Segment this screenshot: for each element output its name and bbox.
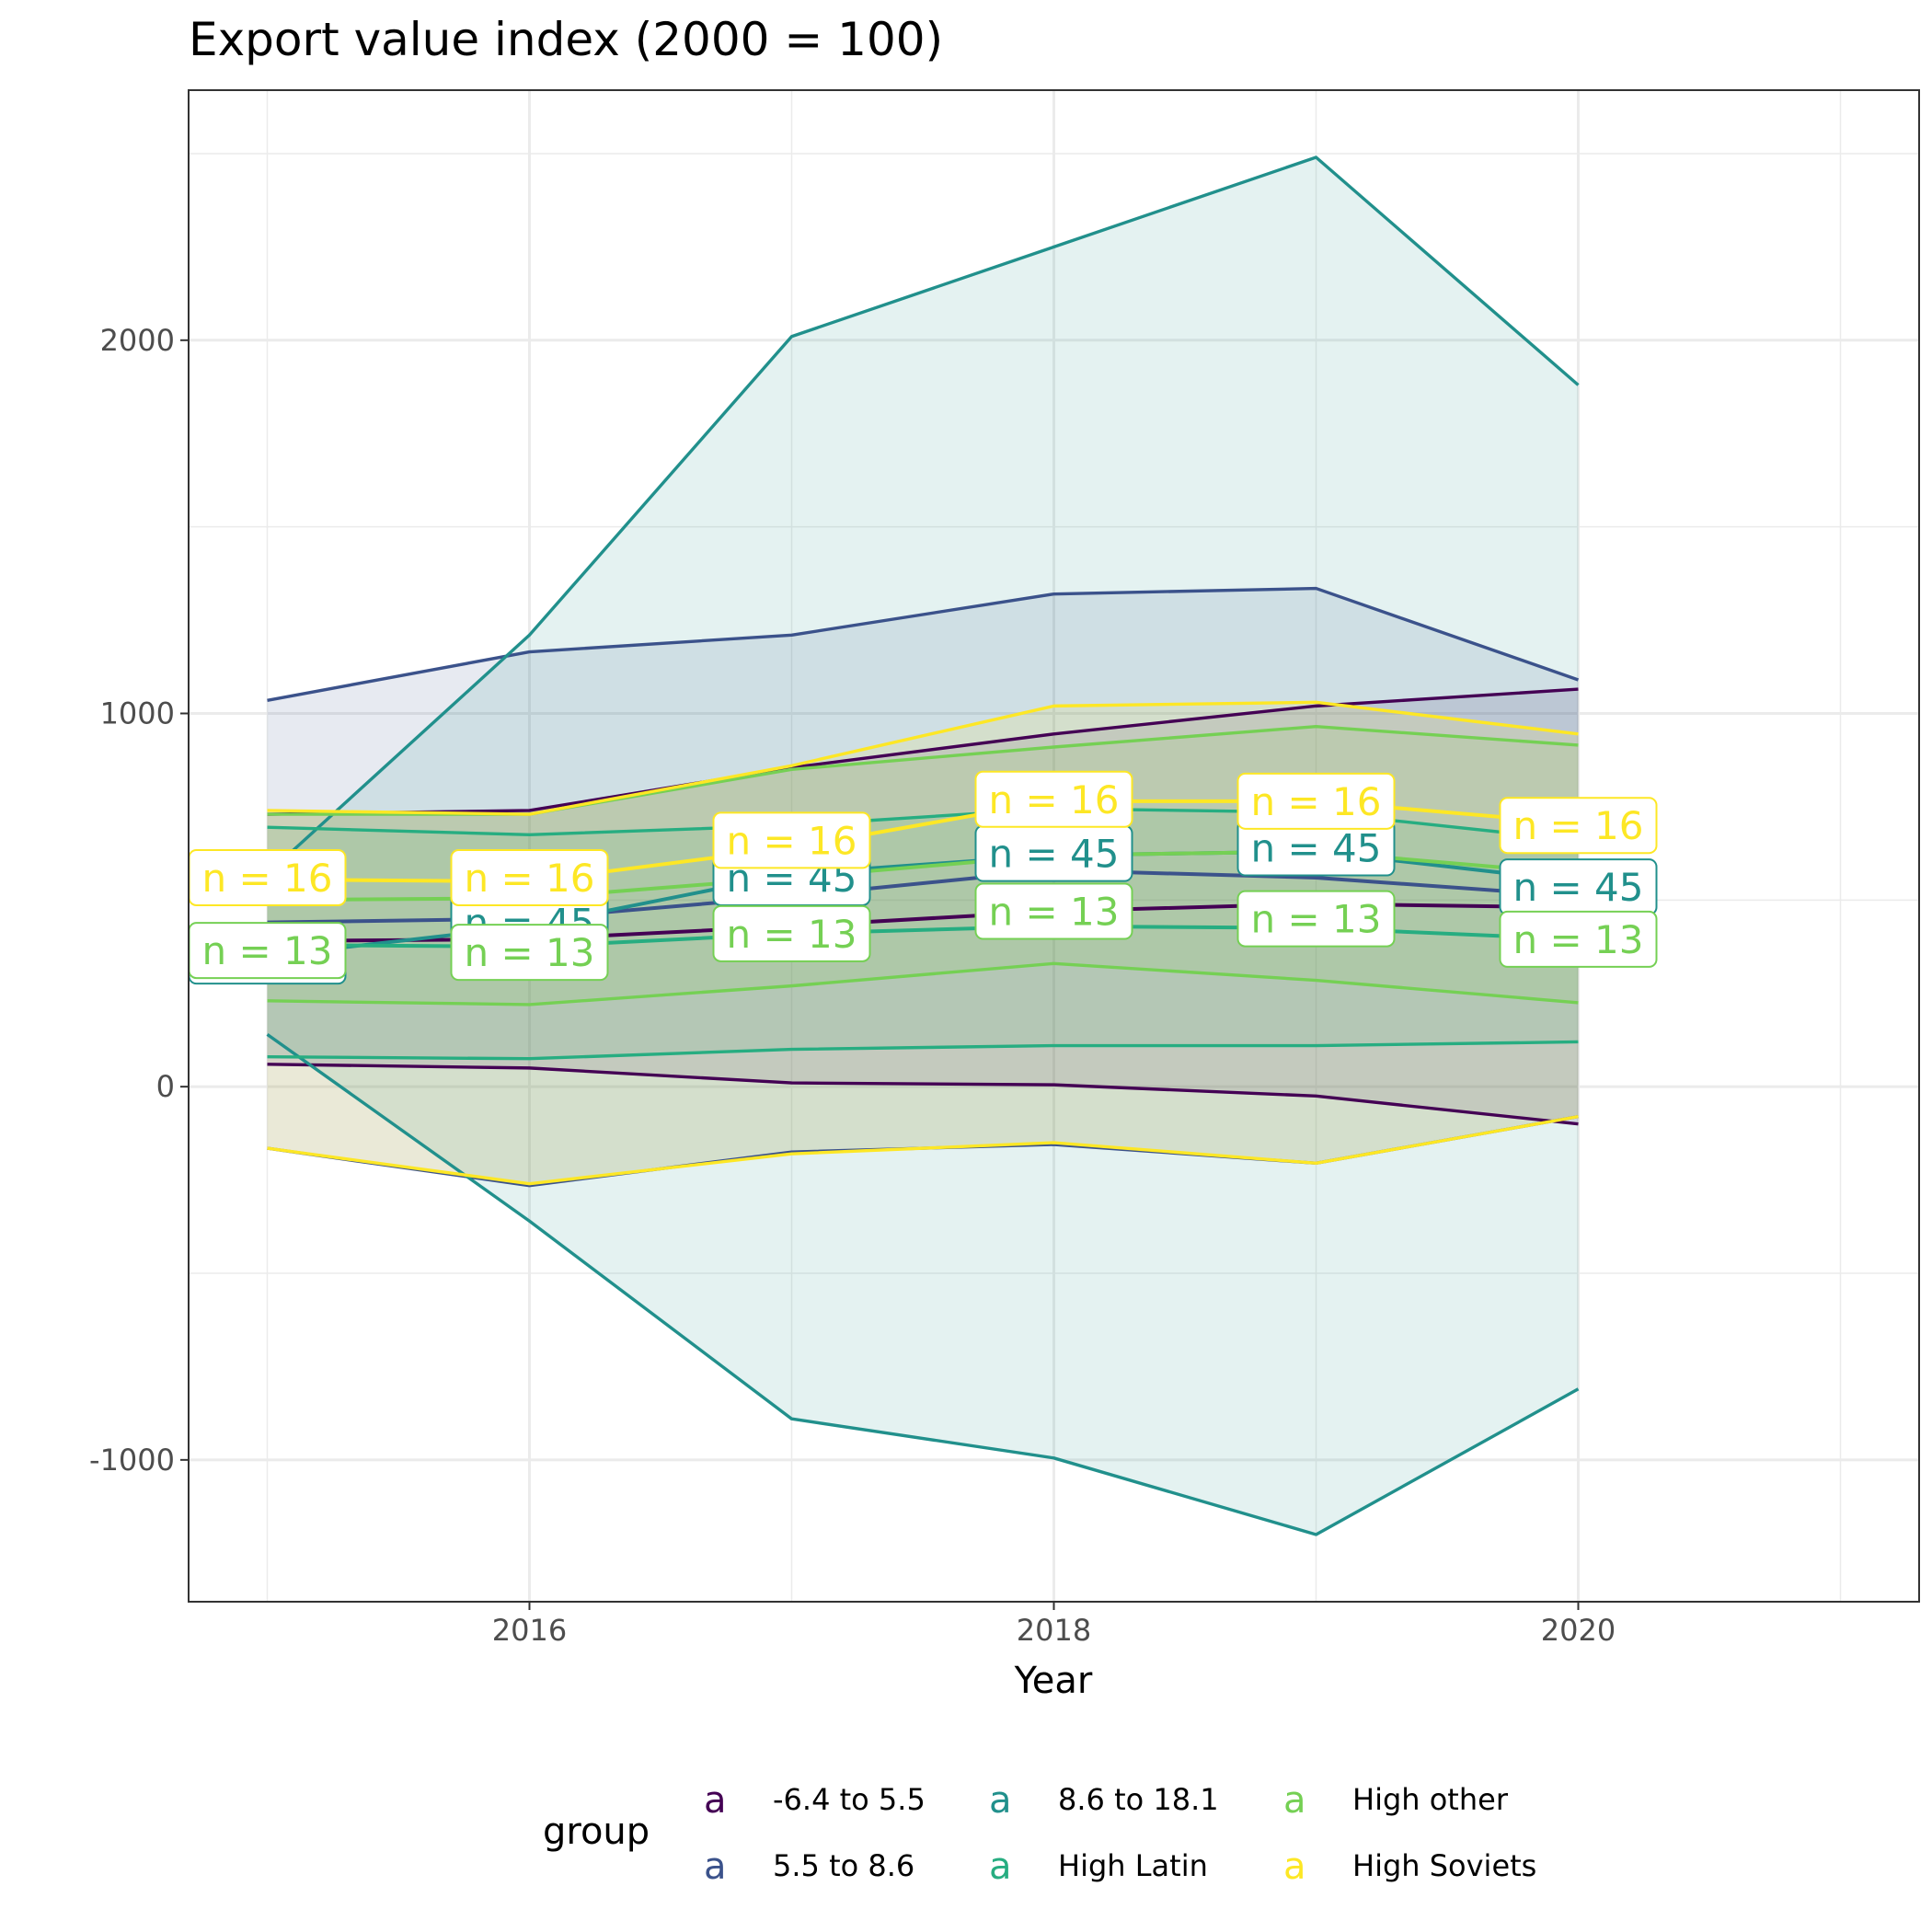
band-area bbox=[267, 157, 1579, 1535]
series-lower-line bbox=[266, 1032, 1580, 1536]
legend-label: 8.6 to 18.1 bbox=[1058, 1782, 1219, 1817]
n-label: n = 13 bbox=[188, 922, 347, 980]
n-label-box bbox=[1236, 890, 1396, 948]
legend-item: a High Soviets bbox=[1283, 1846, 1536, 1888]
n-label-box bbox=[1236, 772, 1396, 830]
legend-key-glyph: a bbox=[704, 1779, 727, 1822]
n-label-box bbox=[974, 770, 1133, 828]
series-lower-line bbox=[267, 1063, 1579, 1126]
y-tick-label: 1000 bbox=[100, 696, 175, 730]
n-label-text: n = 16 bbox=[1513, 803, 1644, 848]
legend-key-glyph: a bbox=[1283, 1846, 1306, 1888]
series-lower-line bbox=[267, 1040, 1579, 1061]
n-label-text: n = 16 bbox=[1251, 779, 1382, 824]
legend-item: a -6.4 to 5.5 bbox=[704, 1779, 926, 1822]
series-upper-line bbox=[267, 687, 1579, 816]
n-label: n = 13 bbox=[1236, 890, 1396, 948]
n-label-text: n = 45 bbox=[1513, 865, 1644, 910]
legend-label: High Soviets bbox=[1352, 1848, 1536, 1883]
y-tick-label: -1000 bbox=[89, 1443, 175, 1478]
n-label-text: n = 45 bbox=[989, 832, 1120, 877]
legend-item: a 8.6 to 18.1 bbox=[989, 1779, 1219, 1822]
y-axis: -1000 0 1000 2000 bbox=[89, 323, 189, 1478]
legend-key-glyph: a bbox=[1283, 1779, 1306, 1822]
legend-item: a High other bbox=[1283, 1779, 1509, 1822]
series-lower-line bbox=[267, 1114, 1579, 1186]
n-label-box bbox=[1499, 797, 1658, 855]
y-tick-label: 2000 bbox=[100, 323, 175, 358]
y-tick-label: 0 bbox=[156, 1069, 175, 1104]
n-label: n = 13 bbox=[450, 924, 609, 982]
x-tick-label: 2016 bbox=[492, 1613, 567, 1648]
n-label: n = 16 bbox=[188, 848, 347, 906]
n-label: n = 13 bbox=[974, 882, 1133, 940]
n-label-text: n = 45 bbox=[1251, 826, 1382, 871]
legend-label: High Latin bbox=[1058, 1848, 1208, 1883]
n-label: n = 16 bbox=[1236, 772, 1396, 830]
band-area bbox=[267, 588, 1579, 1186]
n-label: n = 16 bbox=[974, 770, 1133, 828]
n-label-text: n = 16 bbox=[465, 856, 595, 901]
legend-label: High other bbox=[1352, 1782, 1509, 1817]
n-labels: n = 45n = 45n = 45n = 45n = 45n = 45n = … bbox=[188, 770, 1658, 985]
series-lower-line bbox=[267, 961, 1579, 1006]
n-label: n = 13 bbox=[712, 904, 871, 962]
legend-key-glyph: a bbox=[704, 1846, 727, 1888]
legend-label: 5.5 to 8.6 bbox=[773, 1848, 914, 1883]
n-label-text: n = 13 bbox=[1251, 897, 1382, 942]
x-axis: 2016 2018 2020 bbox=[492, 1602, 1616, 1648]
series-upper-line bbox=[267, 700, 1579, 816]
legend-item: a High Latin bbox=[989, 1846, 1208, 1888]
x-axis-title: Year bbox=[1014, 1660, 1093, 1702]
legend-item: a 5.5 to 8.6 bbox=[704, 1846, 914, 1888]
n-label: n = 45 bbox=[1499, 858, 1658, 916]
n-label-text: n = 16 bbox=[727, 818, 857, 863]
n-label-text: n = 13 bbox=[727, 912, 857, 957]
n-label: n = 45 bbox=[974, 824, 1133, 882]
legend-key-glyph: a bbox=[989, 1779, 1012, 1822]
n-label: n = 13 bbox=[1499, 910, 1658, 968]
n-label-box bbox=[450, 924, 609, 982]
legend-label: -6.4 to 5.5 bbox=[773, 1782, 926, 1817]
n-label-box bbox=[450, 848, 609, 906]
n-label-text: n = 13 bbox=[989, 889, 1120, 934]
chart-title: Export value index (2000 = 100) bbox=[189, 13, 943, 66]
x-tick-label: 2018 bbox=[1017, 1613, 1091, 1648]
legend-key-glyph: a bbox=[989, 1846, 1012, 1888]
n-label-text: n = 16 bbox=[202, 856, 333, 901]
n-label-text: n = 13 bbox=[465, 930, 595, 975]
n-label-box bbox=[712, 904, 871, 962]
n-label: n = 16 bbox=[712, 811, 871, 869]
n-label-text: n = 13 bbox=[202, 928, 333, 973]
legend: group a -6.4 to 5.5 a 5.5 to 8.6 a 8.6 to 18.… bbox=[543, 1779, 1536, 1888]
legend-title: group bbox=[543, 1811, 650, 1853]
n-label-box bbox=[974, 882, 1133, 940]
n-label: n = 16 bbox=[450, 848, 609, 906]
n-label-box bbox=[1499, 910, 1658, 968]
n-label-text: n = 13 bbox=[1513, 917, 1644, 962]
series-upper-line bbox=[267, 586, 1580, 702]
n-label-text: n = 16 bbox=[989, 777, 1120, 822]
n-label-box bbox=[712, 811, 871, 869]
n-label: n = 16 bbox=[1499, 797, 1658, 855]
x-tick-label: 2020 bbox=[1541, 1613, 1616, 1648]
series-upper-line bbox=[266, 155, 1580, 876]
